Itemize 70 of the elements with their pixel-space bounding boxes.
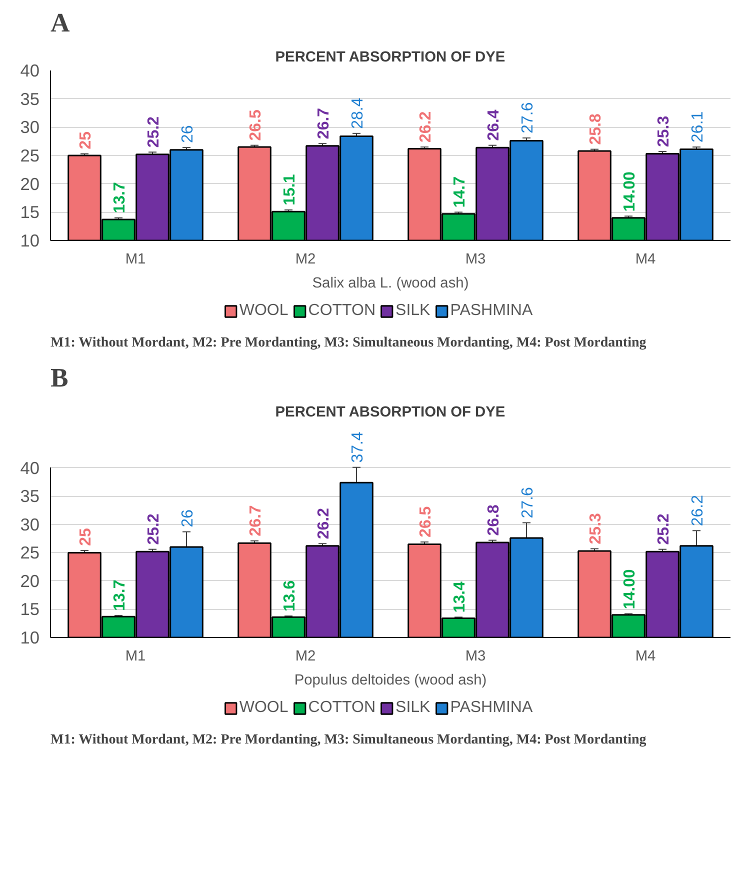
y-tick-label: 25 <box>20 146 40 166</box>
data-label: 25.3 <box>656 116 672 147</box>
y-tick-label: 15 <box>20 599 40 620</box>
legend-label: PASHMINA <box>450 302 533 320</box>
data-label: 15.1 <box>282 174 298 206</box>
x-tick-label: M1 <box>125 252 146 268</box>
data-label: 25.2 <box>146 116 162 148</box>
x-axis-title: Salix alba L. (wood ash) <box>312 276 469 292</box>
data-label: 25 <box>78 131 94 150</box>
y-tick-label: 20 <box>20 570 40 591</box>
x-tick-label: M3 <box>465 252 486 268</box>
data-label: 13.7 <box>112 580 128 611</box>
text: M1: Without Mordant, M2: Pre Mordanting, M3: Simultaneous Mordanting, M4: Post Mordanting <box>50 336 646 350</box>
legend-label: WOOL <box>239 302 288 320</box>
data-label: 25.3 <box>588 512 604 544</box>
data-label: 26.7 <box>248 505 264 536</box>
text: A <box>50 8 70 38</box>
data-label: 25.2 <box>146 514 162 545</box>
legend-label: PASHMINA <box>450 699 533 717</box>
data-label: 26.1 <box>690 111 706 142</box>
x-tick-label: M4 <box>635 648 656 664</box>
y-tick-label: 30 <box>20 514 40 534</box>
data-label: 13.6 <box>282 580 298 612</box>
x-tick-label: M2 <box>295 252 316 268</box>
chart-title: PERCENT ABSORPTION OF DYE <box>275 404 506 420</box>
y-tick-label: 25 <box>20 542 40 563</box>
x-tick-label: M3 <box>465 648 486 664</box>
data-label: 14.00 <box>622 569 638 610</box>
x-tick-label: M4 <box>635 252 656 268</box>
y-tick-label: 30 <box>20 117 40 138</box>
data-label: 37.4 <box>350 432 366 463</box>
data-label: 26.5 <box>248 110 264 141</box>
x-tick-label: M2 <box>295 648 316 664</box>
legend-label: WOOL <box>239 699 288 717</box>
data-label: 13.4 <box>452 581 468 613</box>
data-label: 26.2 <box>418 111 434 142</box>
x-tick-label: M1 <box>125 648 146 664</box>
data-label: 26 <box>180 509 196 528</box>
data-label: 26.2 <box>690 494 706 526</box>
y-tick-label: 40 <box>20 458 40 478</box>
data-label: 26.5 <box>418 506 434 538</box>
text: M1: Without Mordant, M2: Pre Mordanting, M3: Simultaneous Mordanting, M4: Post Mordanting <box>50 732 646 748</box>
legend-label: COTTON <box>308 302 376 320</box>
data-label: 27.6 <box>520 102 536 134</box>
data-label: 14.00 <box>622 171 638 212</box>
data-label: 14.7 <box>452 176 468 208</box>
data-label: 26.2 <box>316 508 332 540</box>
y-tick-label: 15 <box>20 202 40 222</box>
legend-label: SILK <box>396 699 430 717</box>
data-label: 26 <box>180 125 196 144</box>
data-label: 25.2 <box>656 514 672 545</box>
data-label: 25 <box>78 528 94 546</box>
y-tick-label: 20 <box>20 174 40 194</box>
x-axis-title: Populus deltoides (wood ash) <box>294 672 487 688</box>
data-label: 25.8 <box>588 113 604 145</box>
data-label: 27.6 <box>520 486 536 518</box>
y-tick-label: 35 <box>20 486 40 506</box>
data-label: 26.4 <box>486 110 502 141</box>
data-label: 28.4 <box>350 98 366 129</box>
data-label: 26.7 <box>316 108 332 140</box>
y-tick-label: 10 <box>20 628 40 648</box>
data-label: 26.8 <box>486 504 502 536</box>
legend-label: SILK <box>396 302 430 320</box>
legend-label: COTTON <box>308 699 376 717</box>
data-label: 13.7 <box>112 182 128 214</box>
y-tick-label: 35 <box>20 88 40 109</box>
text: B <box>50 362 68 392</box>
y-tick-label: 10 <box>20 230 40 250</box>
y-tick-label: 40 <box>20 60 40 80</box>
chart-title: PERCENT ABSORPTION OF DYE <box>275 50 506 66</box>
